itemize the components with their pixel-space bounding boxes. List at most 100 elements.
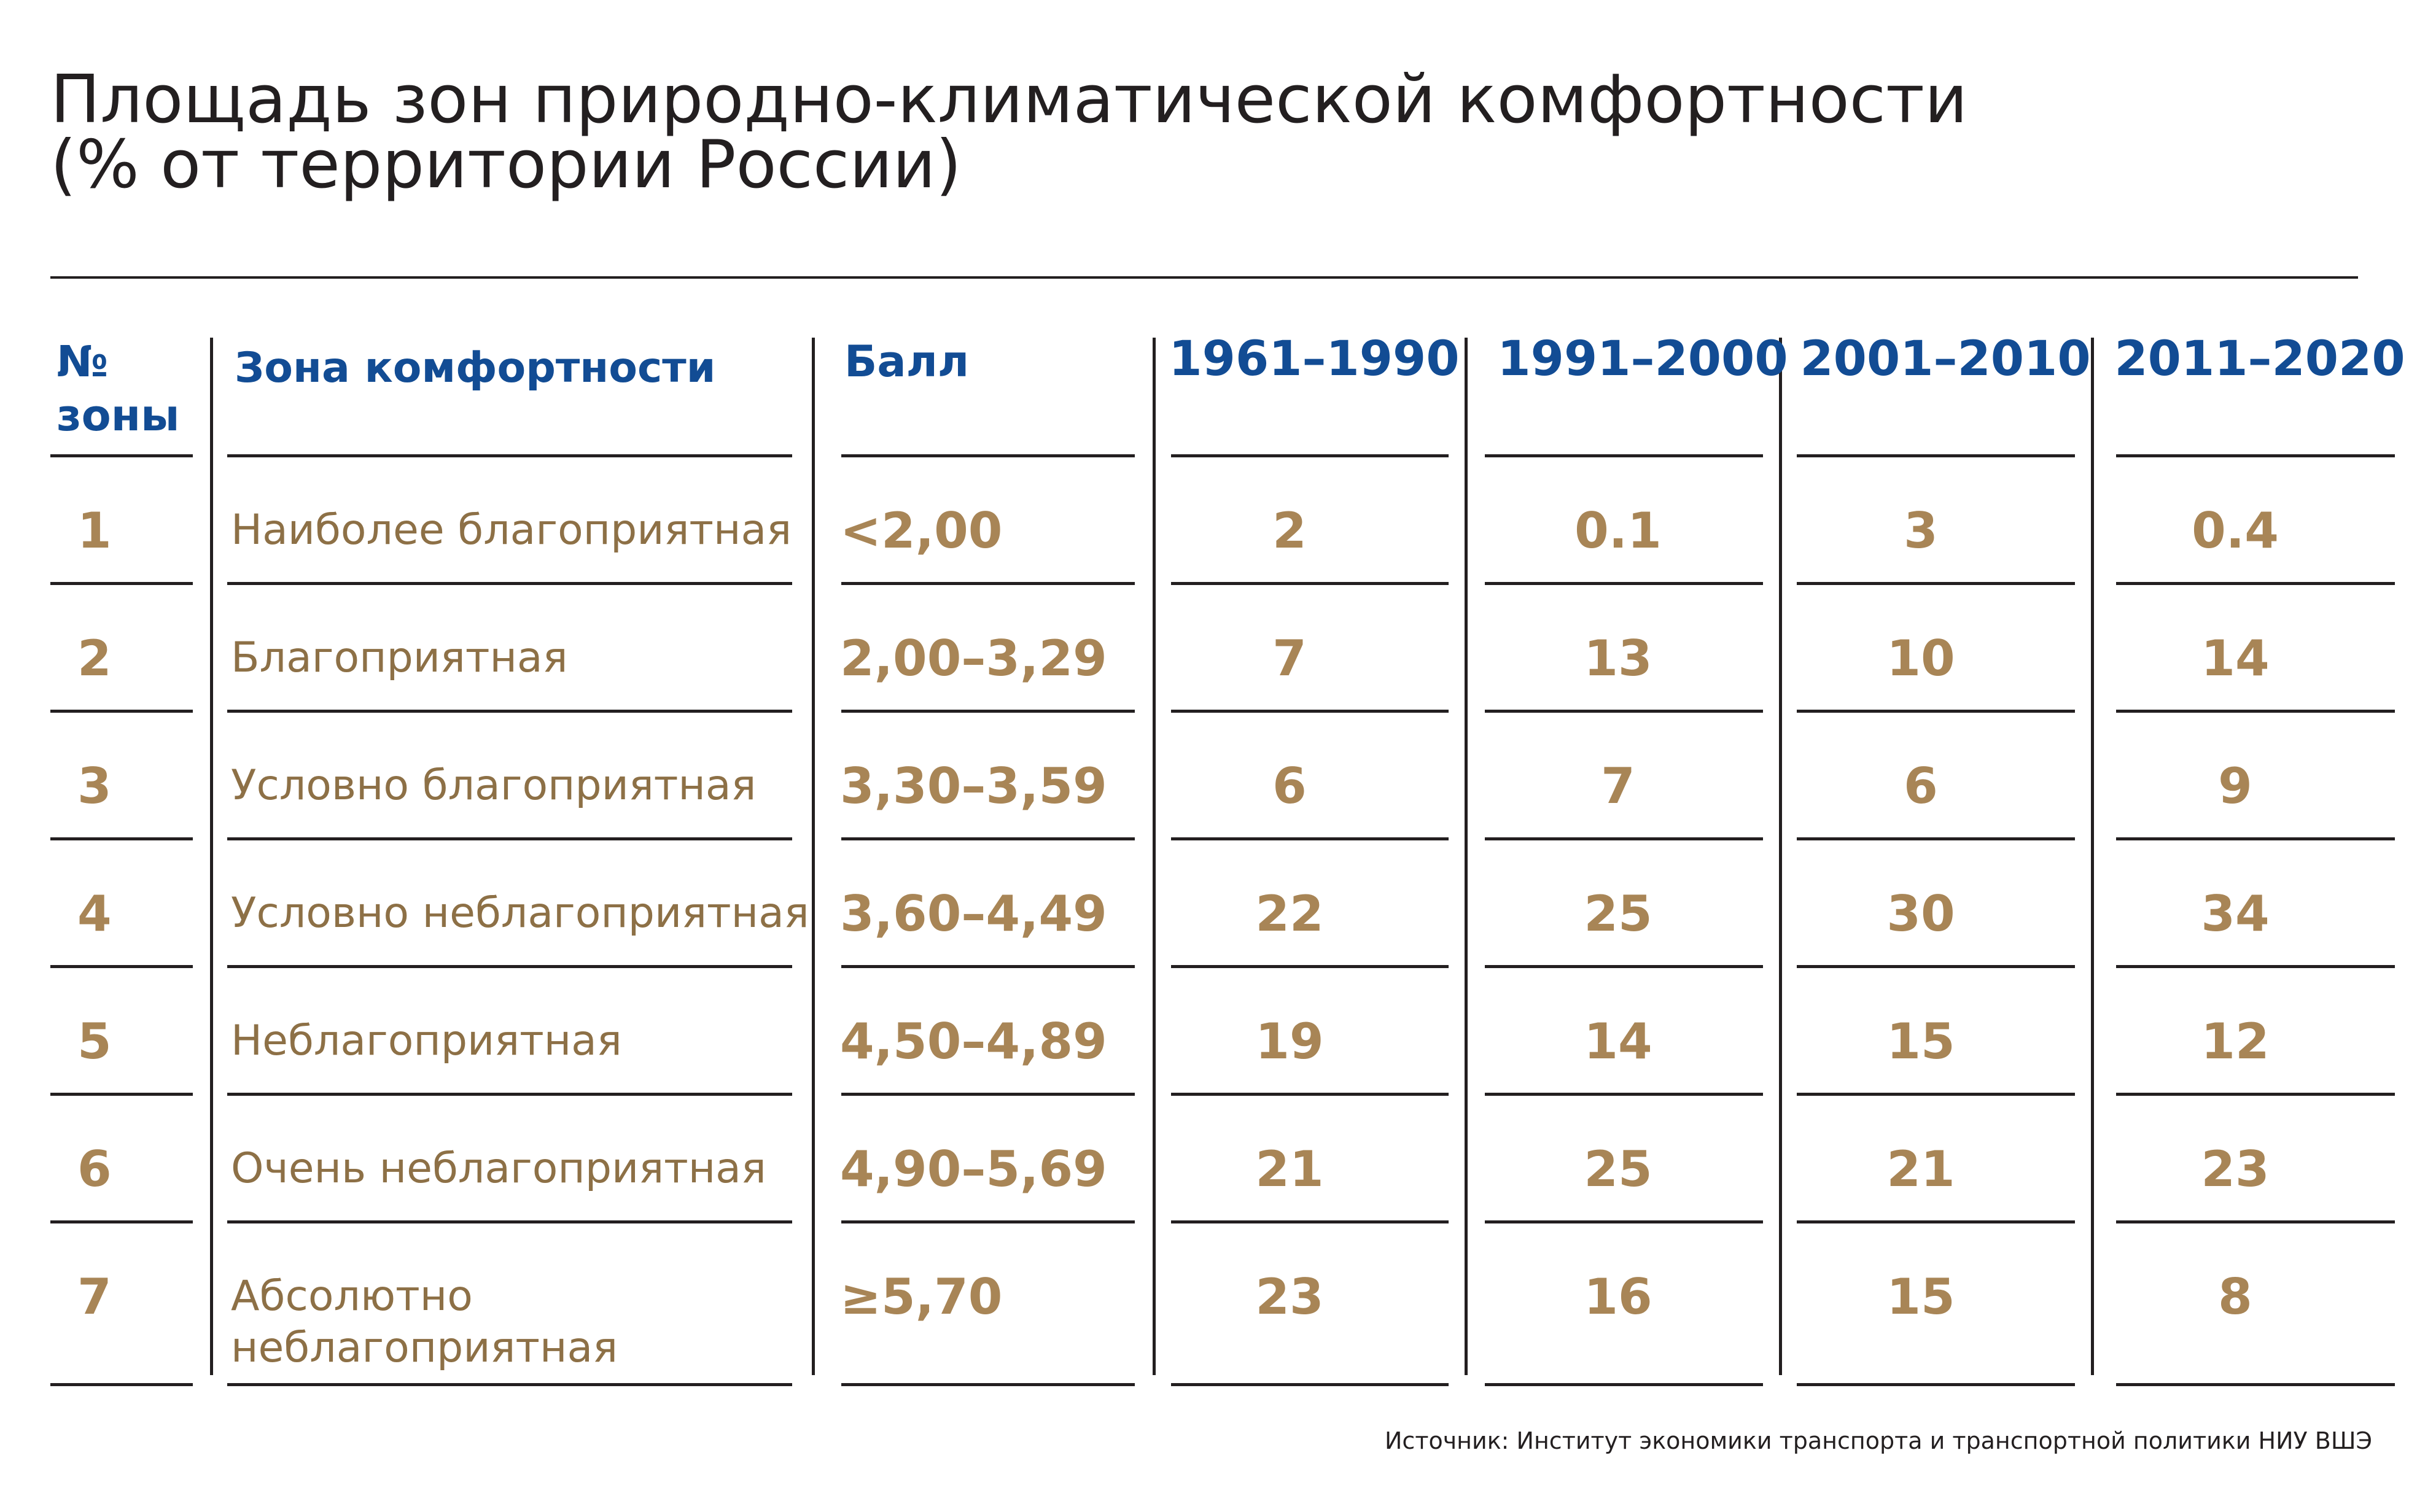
column-divider: [1779, 338, 1782, 1375]
row-rule: [1485, 837, 1763, 840]
table-cell-value: 19: [1255, 1013, 1324, 1070]
column-divider: [210, 338, 213, 1375]
table-cell-value: 0.4: [2192, 502, 2279, 559]
chart-title: Площадь зон природно-климатической комфо…: [50, 61, 1968, 138]
table-cell-value: 25: [1584, 1141, 1652, 1198]
table-cell-value: 0.1: [1574, 502, 1662, 559]
row-rule: [1797, 582, 2075, 585]
row-rule: [841, 710, 1135, 713]
row-rule: [841, 582, 1135, 585]
table-cell-value: 21: [1255, 1141, 1324, 1198]
table-cell-zone: 1: [77, 502, 112, 559]
table-cell-score: <2,00: [840, 502, 1003, 559]
row-rule: [841, 1220, 1135, 1223]
table-cell-value: 23: [1255, 1268, 1324, 1325]
row-rule: [1485, 1220, 1763, 1223]
table-cell-zone: 7: [77, 1268, 112, 1325]
header-zone-name: Зона комфортности: [235, 344, 716, 392]
table-cell-score: 4,50–4,89: [840, 1013, 1107, 1070]
row-rule: [2116, 837, 2395, 840]
row-rule: [1171, 1383, 1449, 1386]
table-cell-value: 7: [1272, 630, 1307, 687]
table-cell-value: 14: [2201, 630, 2270, 687]
table-cell-score: 4,90–5,69: [840, 1141, 1107, 1198]
row-rule: [1485, 582, 1763, 585]
row-rule: [227, 710, 792, 713]
header-period: 1991–2000: [1497, 331, 1788, 387]
row-rule: [1485, 1093, 1763, 1096]
table-cell-zone: 2: [77, 630, 112, 687]
row-rule: [50, 454, 193, 457]
table-cell-value: 6: [1904, 758, 1938, 815]
table-cell-value: 14: [1584, 1013, 1652, 1070]
table-cell-zone-name: Условно благоприятная: [231, 761, 757, 810]
row-rule: [1797, 454, 2075, 457]
row-rule: [2116, 1383, 2395, 1386]
title-divider: [50, 276, 2358, 279]
table-cell-zone-name: Абсолютно неблагоприятная: [231, 1272, 618, 1372]
row-rule: [50, 837, 193, 840]
row-rule: [1485, 710, 1763, 713]
column-divider: [812, 338, 815, 1375]
row-rule: [50, 1093, 193, 1096]
row-rule: [227, 582, 792, 585]
row-rule: [2116, 1093, 2395, 1096]
table-cell-zone: 4: [77, 885, 112, 942]
table-cell-value: 15: [1886, 1013, 1955, 1070]
table-cell-zone: 5: [77, 1013, 112, 1070]
column-divider: [1465, 338, 1468, 1375]
table-cell-value: 8: [2218, 1268, 2252, 1325]
table-cell-value: 9: [2218, 758, 2252, 815]
row-rule: [50, 710, 193, 713]
row-rule: [50, 582, 193, 585]
row-rule: [1797, 1093, 2075, 1096]
row-rule: [227, 1220, 792, 1223]
row-rule: [50, 1220, 193, 1223]
header-zone-number: № зоны: [56, 335, 179, 443]
table-cell-zone: 6: [77, 1141, 112, 1198]
row-rule: [1171, 837, 1449, 840]
row-rule: [1797, 965, 2075, 968]
row-rule: [1171, 1093, 1449, 1096]
row-rule: [1485, 965, 1763, 968]
row-rule: [1797, 837, 2075, 840]
table-cell-value: 22: [1255, 885, 1324, 942]
chart-title-block: Площадь зон природно-климатической комфо…: [50, 61, 2322, 198]
table-cell-value: 6: [1272, 758, 1307, 815]
table-cell-score: 3,60–4,49: [840, 885, 1107, 942]
row-rule: [841, 1093, 1135, 1096]
table-cell-zone-name: Неблагоприятная: [231, 1017, 622, 1065]
table-cell-zone-name: Наиболее благоприятная: [231, 506, 792, 554]
table-cell-value: 3: [1904, 502, 1938, 559]
row-rule: [1171, 454, 1449, 457]
row-rule: [227, 965, 792, 968]
row-rule: [841, 965, 1135, 968]
row-rule: [841, 1383, 1135, 1386]
header-period: 1961–1990: [1169, 331, 1460, 387]
table-cell-value: 2: [1272, 502, 1307, 559]
row-rule: [1485, 454, 1763, 457]
table-cell-value: 21: [1886, 1141, 1955, 1198]
row-rule: [1797, 710, 2075, 713]
row-rule: [1171, 582, 1449, 585]
row-rule: [841, 454, 1135, 457]
header-zone-number-line2: зоны: [56, 390, 180, 441]
row-rule: [50, 1383, 193, 1386]
table-cell-zone-name: Благоприятная: [231, 634, 568, 682]
row-rule: [1485, 1383, 1763, 1386]
table-cell-value: 15: [1886, 1268, 1955, 1325]
table-cell-value: 16: [1584, 1268, 1652, 1325]
row-rule: [2116, 965, 2395, 968]
row-rule: [1171, 1220, 1449, 1223]
header-period: 2001–2010: [1800, 331, 2091, 387]
table-cell-zone: 3: [77, 758, 112, 815]
row-rule: [50, 965, 193, 968]
table-cell-value: 25: [1584, 885, 1652, 942]
row-rule: [2116, 582, 2395, 585]
header-period: 2011–2020: [2114, 331, 2405, 387]
table-cell-score: 2,00–3,29: [840, 630, 1107, 687]
header-score: Балл: [844, 336, 970, 387]
row-rule: [1797, 1220, 2075, 1223]
table-cell-value: 10: [1886, 630, 1955, 687]
table-cell-value: 23: [2201, 1141, 2270, 1198]
